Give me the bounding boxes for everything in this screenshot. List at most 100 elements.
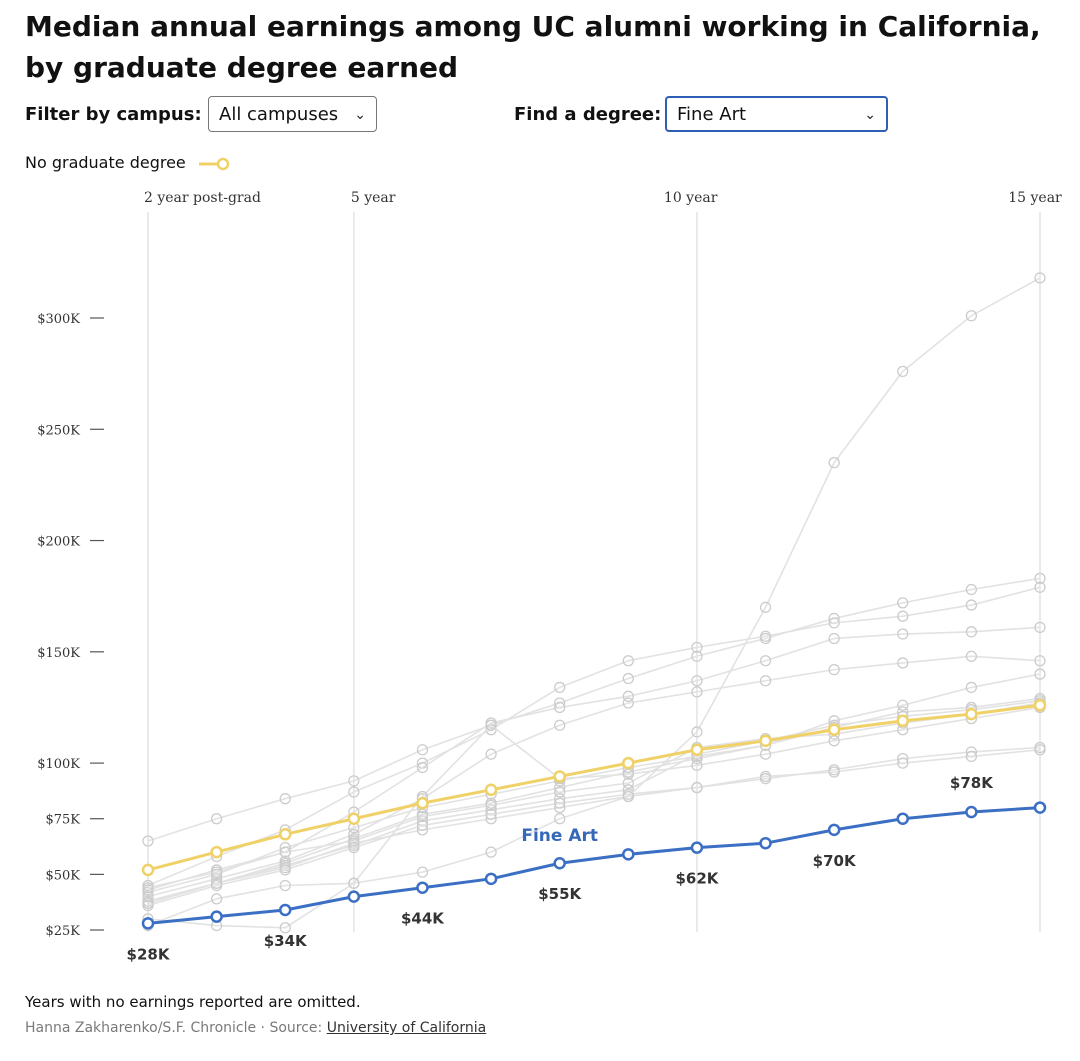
degree-point (485, 799, 497, 812)
source-link[interactable]: University of California (326, 1020, 487, 1036)
degree-point (759, 770, 772, 783)
degree-point (622, 697, 634, 709)
baseline-point (210, 845, 223, 859)
highlight-point (347, 890, 361, 903)
highlight-point (210, 910, 223, 923)
degree-point (691, 686, 703, 698)
degree-point (279, 864, 291, 876)
baseline-point (896, 714, 910, 728)
credit-text: Hanna Zakharenko/S.F. Chronicle · Source… (25, 1020, 327, 1036)
y-tick-label: $250K (37, 423, 80, 438)
x-tick-label: 15 year (1008, 190, 1062, 206)
degree-select-value: Fine Art (677, 104, 747, 125)
value-label: $34K (264, 932, 308, 950)
degree-line (147, 699, 1041, 905)
campus-select[interactable]: All campuses ⌄ (208, 96, 377, 132)
degree-point (1034, 655, 1046, 667)
degree-point (279, 879, 291, 892)
degree-point (210, 879, 223, 892)
degree-point (828, 632, 840, 645)
degree-select[interactable]: Fine Art ⌄ (665, 96, 888, 132)
degree-point (622, 790, 634, 803)
degree-point (965, 626, 978, 638)
chevron-down-icon: ⌄ (354, 107, 366, 123)
degree-point (1034, 744, 1046, 756)
degree-point (759, 601, 772, 613)
highlight-point (416, 881, 429, 894)
degree-point (142, 835, 154, 847)
degree-line (147, 697, 1041, 893)
baseline-series (141, 698, 1047, 877)
degree-point (1034, 621, 1046, 633)
degree-point (210, 866, 223, 878)
baseline-point (690, 743, 704, 756)
y-tick-label: $25K (45, 924, 80, 939)
degree-point (348, 786, 360, 798)
degree-point (416, 761, 429, 774)
campus-select-value: All campuses (219, 104, 339, 125)
degree-point (348, 877, 360, 889)
degree-finder-label: Find a degree: (514, 104, 662, 125)
degree-point (1034, 581, 1046, 593)
degree-point (485, 719, 497, 731)
highlight-point (965, 805, 978, 819)
degree-point (691, 675, 703, 687)
legend-baseline-swatch-icon (198, 157, 230, 170)
degree-point (554, 719, 566, 731)
highlight-point (278, 903, 292, 917)
degree-point (691, 641, 703, 654)
highlight-point (690, 841, 704, 854)
baseline-point (827, 723, 841, 736)
degree-point (897, 365, 909, 378)
degree-point (897, 657, 909, 669)
degree-point (691, 781, 703, 794)
degree-line (147, 577, 1041, 842)
baseline-point (1033, 698, 1047, 712)
degree-point (965, 750, 978, 763)
baseline-line (147, 703, 1041, 872)
degree-line (147, 706, 1041, 929)
degree-point (828, 457, 840, 469)
degree-point (691, 759, 703, 771)
highlight-point (896, 812, 910, 825)
degree-point (897, 628, 909, 640)
degree-point (965, 599, 978, 611)
degree-point (828, 663, 840, 676)
degree-point (897, 610, 909, 622)
degree-series (142, 572, 1046, 847)
baseline-point (553, 770, 566, 783)
baseline-point (965, 707, 978, 721)
highlight-point (622, 848, 635, 861)
degree-point (691, 726, 703, 738)
degree-point (897, 757, 909, 769)
degree-point (965, 650, 978, 662)
degree-line (147, 748, 1041, 907)
filter-controls: Filter by campus: All campuses ⌄ Find a … (25, 96, 1065, 136)
degree-point (554, 786, 566, 798)
credit-line: Hanna Zakharenko/S.F. Chronicle · Source… (25, 1020, 486, 1036)
baseline-point (278, 828, 292, 841)
degree-series (142, 744, 1046, 912)
highlight-series-label: Fine Art (521, 826, 598, 846)
value-label: $70K (813, 852, 857, 870)
baseline-point (484, 783, 498, 797)
degree-point (210, 893, 223, 905)
highlight-point (759, 836, 772, 850)
degree-point (485, 748, 497, 760)
chart-title: Median annual earnings among UC alumni w… (25, 10, 1041, 84)
baseline-point (347, 812, 361, 825)
degree-point (828, 617, 840, 629)
degree-point (554, 797, 566, 809)
degree-point (1034, 272, 1046, 284)
y-tick-label: $200K (37, 535, 80, 550)
degree-point (965, 681, 978, 694)
chevron-down-icon: ⌄ (864, 107, 876, 123)
degree-point (759, 675, 772, 687)
highlight-point (1033, 801, 1047, 814)
x-tick-label: 2 year post-grad (144, 190, 261, 206)
degree-point (416, 744, 429, 756)
degree-point (1034, 668, 1046, 680)
degree-point (416, 866, 429, 878)
degree-point (142, 899, 154, 912)
y-tick-label: $100K (37, 757, 80, 772)
